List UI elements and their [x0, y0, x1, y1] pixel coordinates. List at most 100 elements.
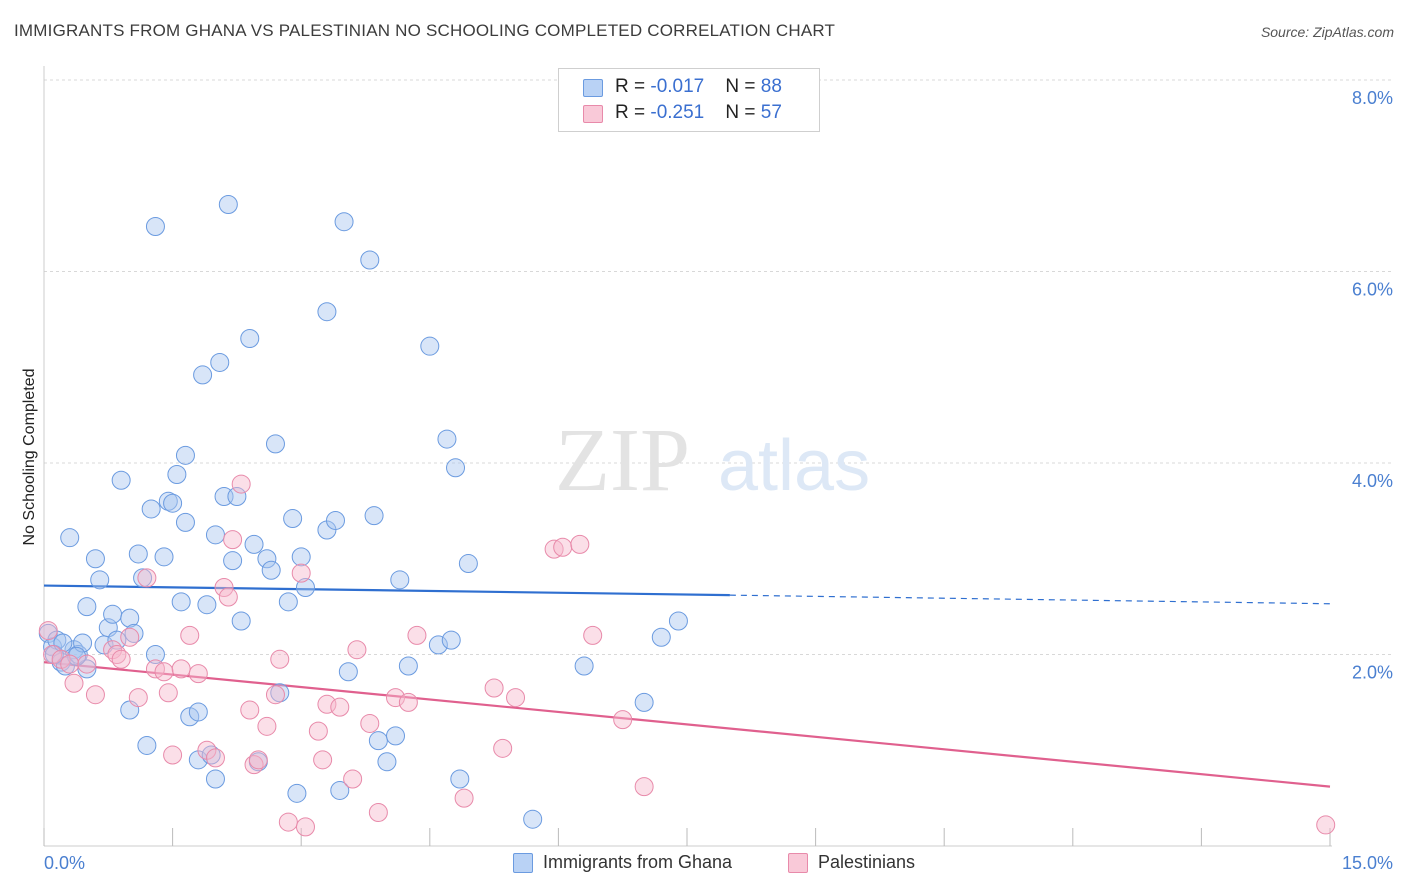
palestinian-point	[188, 664, 208, 684]
chart-title: IMMIGRANTS FROM GHANA VS PALESTINIAN NO …	[14, 21, 836, 40]
palestinian-point	[64, 673, 84, 693]
trend-lines	[43, 584, 1331, 788]
y-tick-label: 4.0%	[1352, 471, 1393, 491]
palestinian-point	[257, 716, 277, 736]
ghana-point	[244, 534, 264, 554]
source-label: Source: ZipAtlas.com	[1260, 24, 1394, 40]
palestinian-point	[1316, 815, 1336, 835]
palestinian-point	[137, 568, 157, 588]
palestinian-point	[180, 625, 200, 645]
palestinian-point	[128, 688, 148, 708]
palestinian-point	[111, 649, 131, 669]
ghana-swatch	[583, 79, 603, 97]
grid-lines	[44, 79, 1392, 655]
ghana-point	[574, 656, 594, 676]
ghana-point	[77, 597, 97, 617]
ghana-point	[450, 769, 470, 789]
palestinian-point	[60, 654, 80, 674]
palestinian-point	[295, 817, 315, 837]
ghana-point	[386, 726, 406, 746]
y-tick-label: 2.0%	[1352, 663, 1393, 683]
ghana-r-label: R =	[615, 76, 651, 97]
ghana-r-value: -0.017	[650, 76, 705, 97]
y-tick-label: 8.0%	[1352, 88, 1393, 108]
palestinian-point	[308, 721, 328, 741]
ghana-point	[175, 512, 195, 532]
palestinian-point	[484, 678, 504, 698]
ghana-n-value: 88	[760, 76, 782, 97]
palestinian-point	[43, 645, 63, 664]
palestinian-point	[265, 685, 285, 705]
ghana-point	[205, 769, 225, 789]
palestinian-point	[51, 649, 71, 669]
palestinian-swatch	[583, 105, 603, 123]
palestinian-point	[278, 812, 298, 832]
watermark-atlas: atlas	[718, 426, 870, 506]
palestinian-point	[154, 662, 174, 682]
palestinian-point	[163, 745, 183, 765]
ghana-point	[325, 510, 345, 530]
ghana-point	[111, 470, 131, 490]
ghana-point	[210, 352, 230, 372]
ghana-point	[85, 549, 105, 569]
palestinian-point	[553, 537, 573, 557]
axes	[43, 66, 1332, 847]
palestinian-point	[248, 750, 268, 770]
palestinian-point	[360, 713, 380, 733]
palestinian-point	[120, 627, 140, 647]
ghana-point	[437, 429, 457, 449]
data-points	[38, 194, 1336, 837]
ghana-point	[330, 780, 350, 800]
ghana-point	[634, 692, 654, 712]
palestinian-point	[583, 625, 603, 645]
palestinian-point	[398, 692, 418, 712]
palestinian-point	[347, 640, 367, 660]
palestinian-point	[330, 697, 350, 717]
ghana-point	[223, 551, 243, 571]
ghana-point	[231, 611, 251, 631]
bottom-ghana-label: Immigrants from Ghana	[543, 852, 733, 872]
ghana-point	[133, 568, 153, 588]
ghana-point	[163, 493, 183, 513]
ghana-point	[205, 525, 225, 545]
palestinian-point	[313, 750, 333, 770]
palestinian-point	[240, 700, 260, 720]
palestinian-point	[454, 788, 474, 808]
palestinian-point	[407, 625, 427, 645]
ghana-point	[295, 577, 315, 597]
palestinian-point	[493, 738, 513, 758]
palestinian-point	[77, 654, 97, 674]
ghana-point	[137, 735, 157, 755]
ghana-point	[67, 646, 87, 666]
trend-line	[43, 584, 730, 597]
ghana-point	[291, 547, 311, 567]
palestinian-point	[368, 802, 388, 822]
ghana-point	[390, 570, 410, 590]
y-axis-label: No Schooling Completed	[21, 369, 38, 546]
ghana-point	[523, 809, 543, 829]
ghana-point	[60, 528, 80, 548]
ghana-point	[398, 656, 418, 676]
palestinian-point	[270, 649, 290, 669]
palestinian-n-value: 57	[760, 102, 782, 123]
ghana-point	[334, 212, 354, 232]
palestinian-r-label: R =	[615, 102, 651, 123]
ghana-point	[188, 702, 208, 722]
palestinian-point	[506, 688, 526, 708]
trend-line	[43, 661, 1331, 788]
x-tick-label: 0.0%	[44, 853, 85, 873]
palestinian-point	[570, 534, 590, 554]
ghana-point	[145, 645, 165, 664]
ghana-point	[197, 595, 217, 615]
ghana-point	[420, 336, 440, 356]
ghana-point	[446, 458, 466, 478]
ghana-point	[338, 662, 358, 682]
bottom-palestinians-label: Palestinians	[818, 852, 916, 872]
ghana-point	[227, 487, 247, 507]
ghana-point	[317, 302, 337, 322]
ghana-point	[261, 560, 281, 580]
watermark-zip: ZIP	[555, 411, 690, 510]
ghana-point	[175, 445, 195, 465]
ghana-point	[668, 611, 688, 631]
palestinian-r-value: -0.251	[650, 102, 705, 123]
